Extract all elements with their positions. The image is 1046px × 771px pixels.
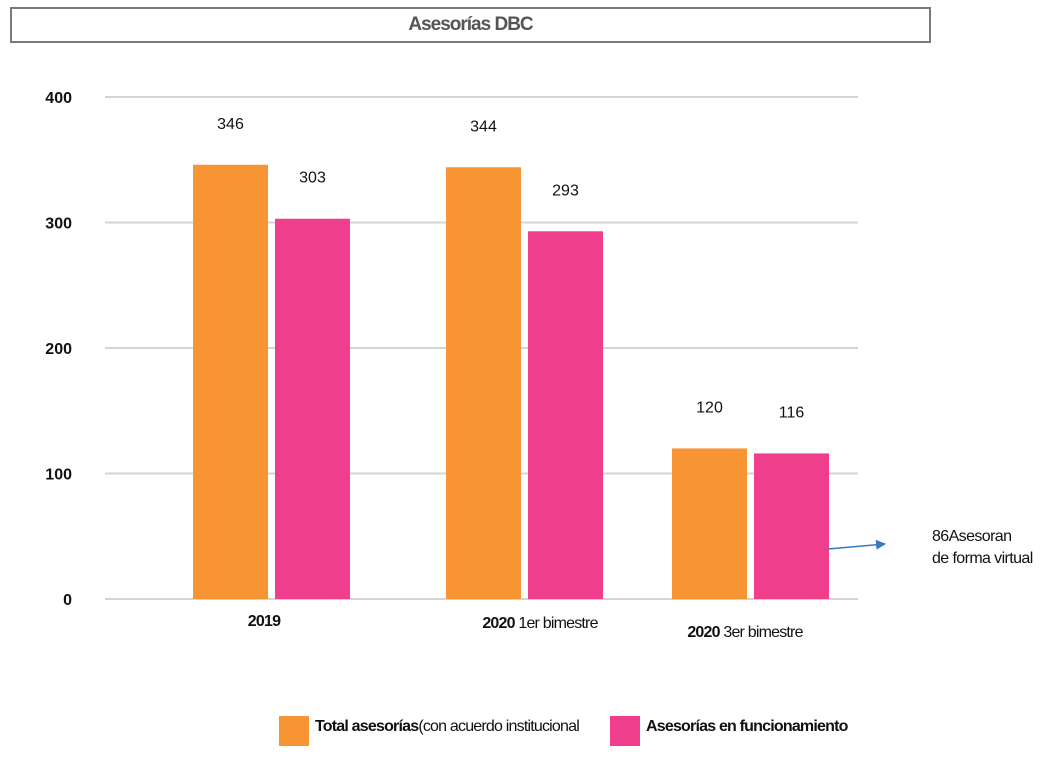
annotation-line-1: 86Asesoran [932,528,1012,545]
x-tick-label: 2020 3er bimestre [687,624,803,641]
bar-value-label: 116 [779,404,805,421]
bar-value-label: 303 [299,170,326,187]
legend-label-total: Total asesorías(con acuerdo instituciona… [315,718,580,735]
legend-item-funcionamiento: Asesorías en funcionamiento [610,716,930,746]
bar-value-label: 346 [217,116,244,133]
y-tick-label: 100 [45,467,72,484]
bar [446,167,521,599]
x-tick-label: 2019 [248,613,281,630]
legend-label-funcionamiento: Asesorías en funcionamiento [646,718,848,735]
bar [275,218,350,600]
y-tick-label: 200 [45,341,72,358]
annotation-text: 86Asesoran de forma virtual [932,526,1033,570]
annotation-arrow [827,539,886,550]
x-axis: 2019 2020 1er bimestre 2020 3er bimestre [248,613,805,641]
chart-title: Asesorías DBC [408,14,533,35]
y-axis: 0 100 200 300 400 [45,90,72,609]
bar-value-label: 293 [552,182,579,199]
bar [754,453,829,599]
bar-value-label: 120 [696,399,723,416]
bar [193,164,268,599]
y-tick-label: 300 [45,216,72,233]
chart-title-box: Asesorías DBC [10,7,931,43]
bars: 346 344 120 303 293 116 [193,116,829,600]
x-tick-label: 2020 1er bimestre [482,615,598,632]
legend-item-total: Total asesorías(con acuerdo instituciona… [279,716,580,746]
bar [672,448,747,599]
legend-swatch-total [279,716,309,746]
legend-swatch-funcionamiento [610,716,640,746]
y-tick-label: 400 [45,90,72,107]
bar-value-label: 344 [470,118,497,135]
annotation-line-2: de forma virtual [932,550,1033,567]
y-tick-label: 0 [63,592,72,609]
bar [528,231,603,599]
